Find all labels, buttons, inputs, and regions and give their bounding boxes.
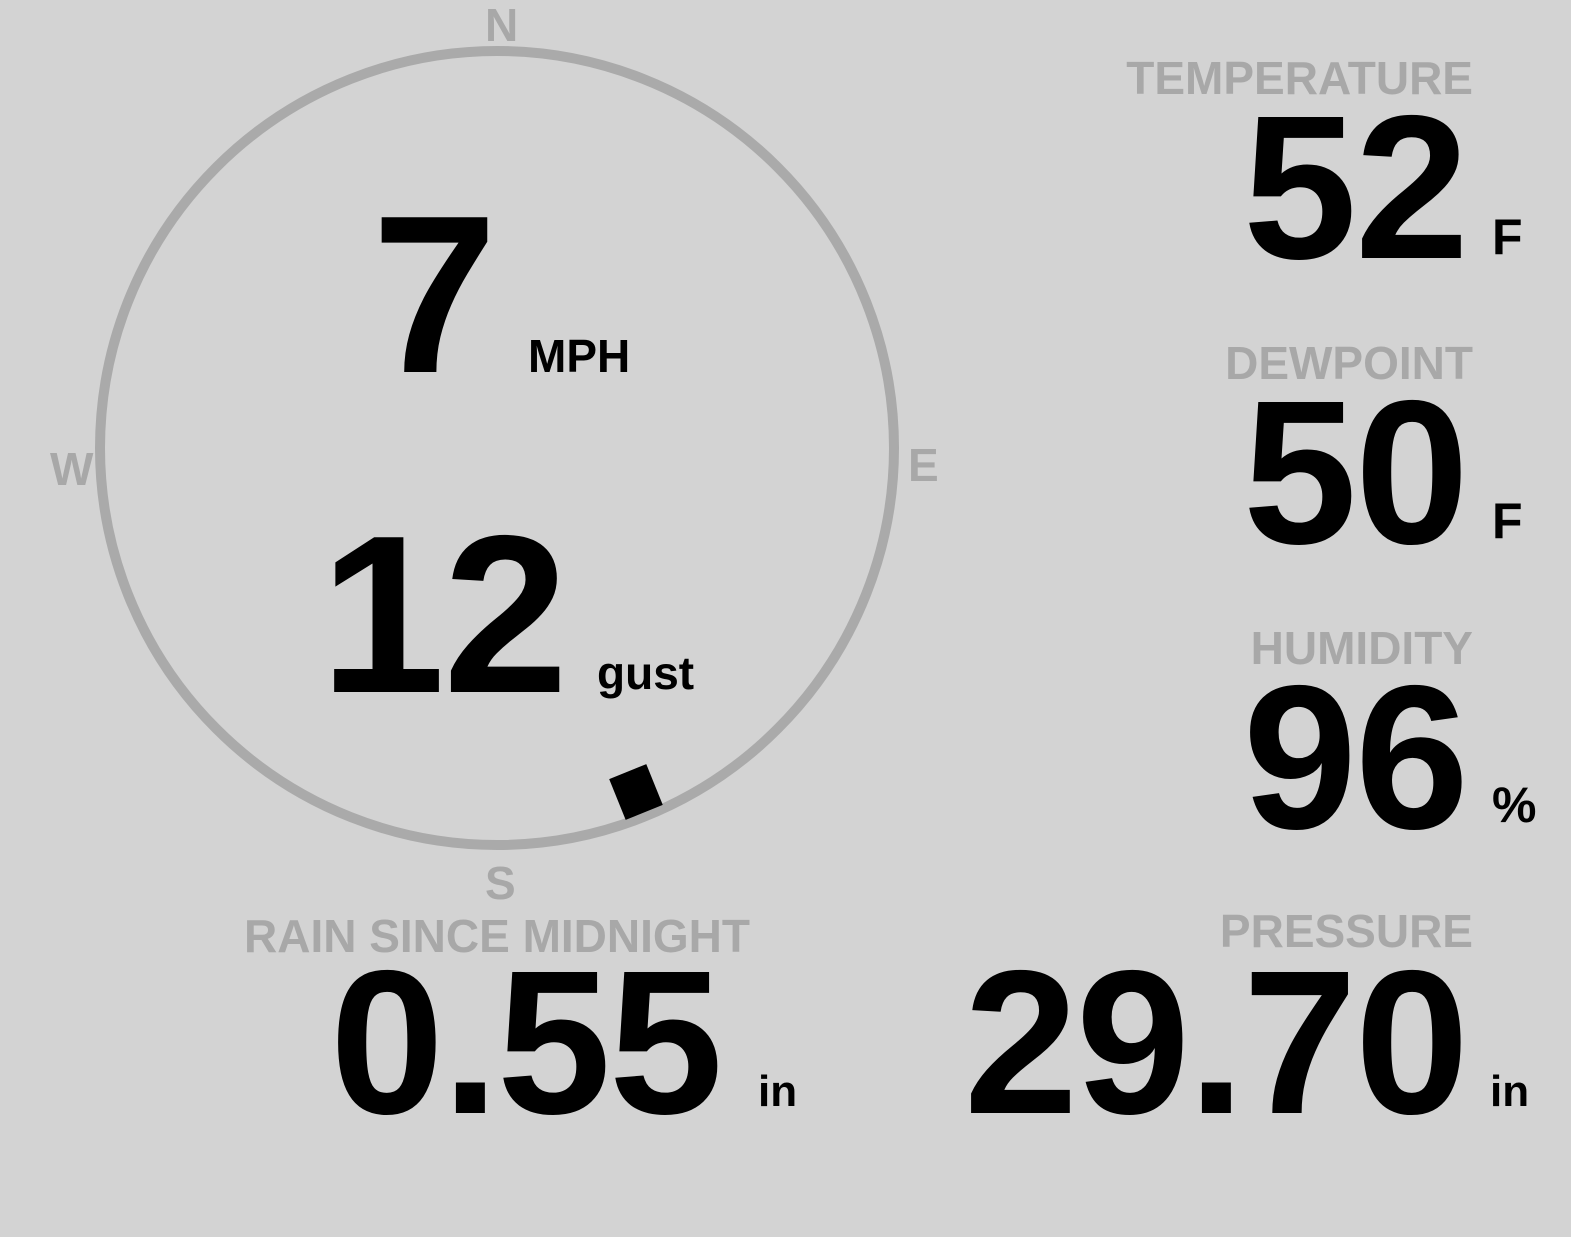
wind-speed-value: 7: [372, 168, 497, 420]
temperature-label: TEMPERATURE: [1126, 52, 1473, 104]
compass-north: N: [485, 0, 519, 51]
wind-speed-unit: MPH: [528, 330, 631, 382]
humidity-value: 96: [1242, 643, 1469, 872]
pressure-label: PRESSURE: [1219, 905, 1473, 957]
pressure-unit: in: [1490, 1067, 1530, 1116]
wind-direction-marker: [609, 764, 663, 820]
wind-compass: [95, 46, 899, 850]
dewpoint-unit: F: [1492, 493, 1523, 549]
dewpoint-label: DEWPOINT: [1225, 337, 1473, 389]
wind-gust-unit: gust: [597, 647, 695, 699]
pressure-value: 29.70: [963, 928, 1469, 1157]
rain-unit: in: [758, 1067, 798, 1116]
compass-south: S: [485, 857, 516, 909]
rain-label: RAIN SINCE MIDNIGHT: [244, 910, 750, 962]
compass-west: W: [50, 443, 94, 495]
dewpoint-value: 50: [1242, 358, 1469, 587]
compass-east: E: [908, 439, 939, 491]
temperature-value: 52: [1242, 73, 1469, 302]
temperature-unit: F: [1492, 209, 1523, 265]
compass-ring: [95, 46, 899, 850]
humidity-label: HUMIDITY: [1250, 622, 1473, 674]
wind-gust-value: 12: [320, 488, 568, 740]
rain-value: 0.55: [330, 928, 723, 1157]
humidity-unit: %: [1492, 777, 1537, 833]
